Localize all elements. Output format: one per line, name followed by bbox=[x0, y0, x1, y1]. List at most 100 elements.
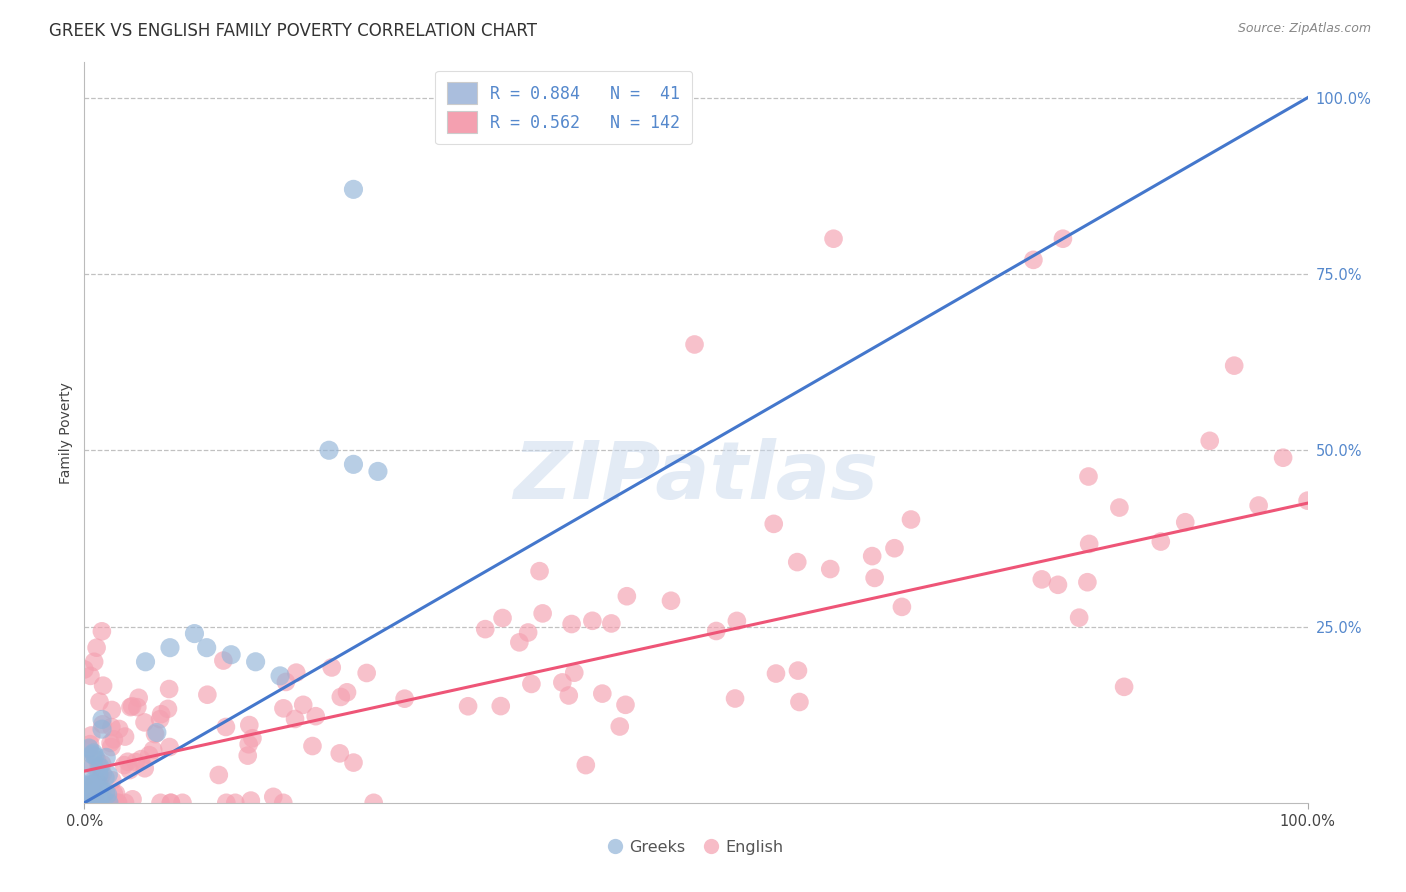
Point bbox=[80, 787, 103, 801]
Text: ZIPatlas: ZIPatlas bbox=[513, 438, 879, 516]
Point bbox=[87, 796, 110, 810]
Point bbox=[609, 719, 631, 733]
Point bbox=[517, 625, 540, 640]
Point bbox=[135, 655, 157, 669]
Point bbox=[103, 787, 125, 801]
Point bbox=[342, 756, 364, 770]
Point bbox=[581, 614, 603, 628]
Point bbox=[82, 747, 104, 762]
Point bbox=[104, 796, 127, 810]
Point bbox=[789, 695, 811, 709]
Point bbox=[704, 624, 727, 638]
Point bbox=[285, 665, 308, 680]
Point bbox=[215, 796, 238, 810]
Point bbox=[157, 681, 180, 696]
Point bbox=[1223, 359, 1246, 373]
Point bbox=[762, 516, 785, 531]
Point bbox=[91, 713, 114, 727]
Point bbox=[79, 669, 101, 683]
Point bbox=[77, 741, 100, 756]
Point bbox=[146, 725, 169, 739]
Point bbox=[238, 737, 260, 751]
Point bbox=[329, 747, 352, 761]
Point bbox=[134, 761, 156, 775]
Point bbox=[160, 796, 183, 810]
Point bbox=[86, 793, 108, 807]
Point bbox=[367, 464, 389, 478]
Point bbox=[474, 622, 496, 636]
Point bbox=[860, 549, 883, 563]
Point bbox=[224, 796, 246, 810]
Point bbox=[114, 796, 136, 810]
Point bbox=[262, 789, 284, 804]
Point bbox=[765, 666, 787, 681]
Point bbox=[1296, 493, 1319, 508]
Point bbox=[76, 789, 98, 803]
Point bbox=[1077, 469, 1099, 483]
Point bbox=[79, 742, 101, 756]
Point bbox=[274, 674, 297, 689]
Point bbox=[273, 701, 295, 715]
Point bbox=[520, 677, 543, 691]
Point bbox=[724, 691, 747, 706]
Point bbox=[90, 624, 112, 639]
Point bbox=[159, 640, 181, 655]
Point bbox=[787, 664, 810, 678]
Point bbox=[529, 564, 551, 578]
Point bbox=[86, 796, 108, 810]
Point bbox=[83, 796, 105, 810]
Point bbox=[318, 443, 340, 458]
Point bbox=[1114, 680, 1136, 694]
Point bbox=[80, 796, 103, 810]
Point bbox=[591, 687, 613, 701]
Point bbox=[142, 743, 165, 757]
Point bbox=[84, 794, 107, 808]
Point bbox=[114, 730, 136, 744]
Point bbox=[150, 707, 173, 722]
Point bbox=[725, 614, 748, 628]
Point bbox=[561, 617, 583, 632]
Point bbox=[820, 562, 842, 576]
Point bbox=[91, 717, 114, 731]
Point bbox=[121, 792, 143, 806]
Point bbox=[89, 782, 111, 797]
Point bbox=[271, 796, 294, 810]
Point bbox=[236, 748, 259, 763]
Point bbox=[138, 748, 160, 763]
Point bbox=[91, 756, 114, 771]
Point bbox=[160, 796, 183, 810]
Point bbox=[79, 776, 101, 790]
Point bbox=[86, 753, 108, 767]
Point bbox=[79, 737, 101, 751]
Point bbox=[86, 640, 108, 655]
Point bbox=[80, 729, 103, 743]
Point bbox=[890, 599, 912, 614]
Point bbox=[89, 771, 111, 785]
Point bbox=[1031, 573, 1053, 587]
Point bbox=[883, 541, 905, 556]
Point bbox=[82, 746, 104, 760]
Point bbox=[1052, 232, 1074, 246]
Point bbox=[97, 796, 120, 810]
Point bbox=[786, 555, 808, 569]
Point bbox=[100, 739, 122, 754]
Point bbox=[87, 796, 110, 810]
Point bbox=[336, 685, 359, 699]
Point bbox=[91, 767, 114, 781]
Point bbox=[107, 796, 129, 810]
Point bbox=[107, 796, 129, 810]
Point bbox=[129, 752, 152, 766]
Point bbox=[83, 655, 105, 669]
Point bbox=[212, 654, 235, 668]
Point bbox=[82, 780, 104, 794]
Point bbox=[91, 722, 114, 736]
Point bbox=[117, 755, 139, 769]
Point bbox=[305, 709, 328, 723]
Point bbox=[89, 794, 111, 808]
Point bbox=[363, 796, 385, 810]
Point bbox=[87, 768, 110, 782]
Point bbox=[683, 337, 706, 351]
Point bbox=[238, 718, 260, 732]
Point bbox=[125, 755, 148, 769]
Point bbox=[245, 655, 267, 669]
